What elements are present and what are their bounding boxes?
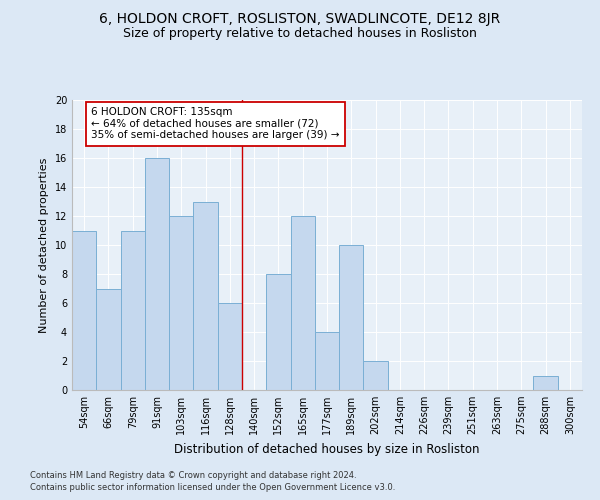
Bar	[266, 274, 290, 390]
X-axis label: Distribution of detached houses by size in Rosliston: Distribution of detached houses by size …	[174, 442, 480, 456]
Text: Contains HM Land Registry data © Crown copyright and database right 2024.: Contains HM Land Registry data © Crown c…	[30, 471, 356, 480]
Bar	[364, 361, 388, 390]
Text: Size of property relative to detached houses in Rosliston: Size of property relative to detached ho…	[123, 28, 477, 40]
Y-axis label: Number of detached properties: Number of detached properties	[39, 158, 49, 332]
Bar	[145, 158, 169, 390]
Bar	[290, 216, 315, 390]
Text: 6 HOLDON CROFT: 135sqm
← 64% of detached houses are smaller (72)
35% of semi-det: 6 HOLDON CROFT: 135sqm ← 64% of detached…	[91, 108, 340, 140]
Bar	[218, 303, 242, 390]
Bar	[533, 376, 558, 390]
Text: Contains public sector information licensed under the Open Government Licence v3: Contains public sector information licen…	[30, 484, 395, 492]
Bar	[169, 216, 193, 390]
Bar	[339, 245, 364, 390]
Bar	[72, 230, 96, 390]
Bar	[193, 202, 218, 390]
Bar	[96, 288, 121, 390]
Bar	[315, 332, 339, 390]
Text: 6, HOLDON CROFT, ROSLISTON, SWADLINCOTE, DE12 8JR: 6, HOLDON CROFT, ROSLISTON, SWADLINCOTE,…	[100, 12, 500, 26]
Bar	[121, 230, 145, 390]
